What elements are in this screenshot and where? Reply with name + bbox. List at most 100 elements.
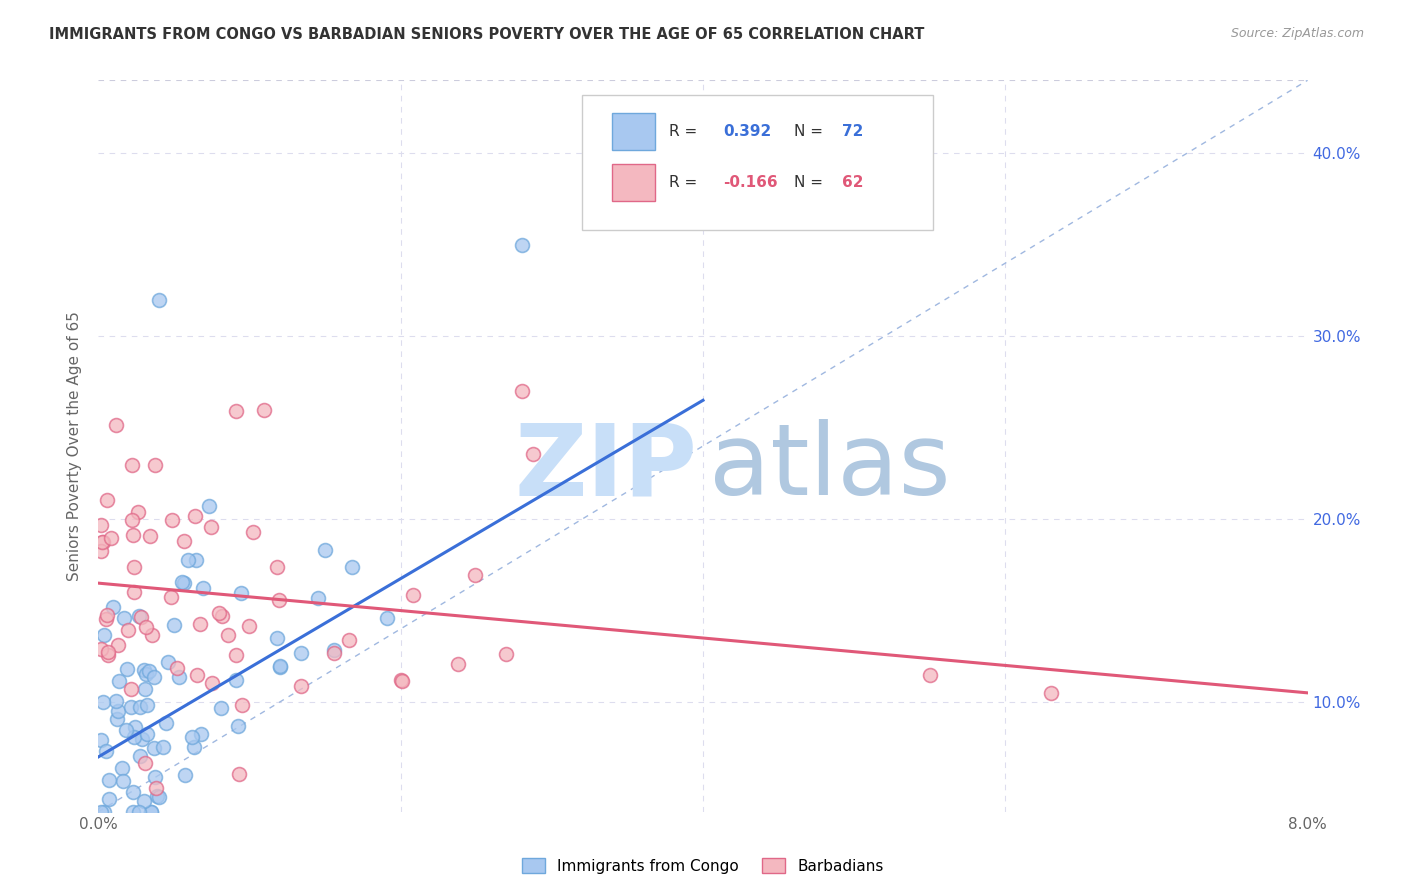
Point bbox=[266, 632, 288, 646]
Point bbox=[1039, 686, 1062, 700]
Point bbox=[128, 749, 150, 764]
Point bbox=[107, 704, 129, 718]
Point bbox=[122, 560, 145, 574]
Point bbox=[217, 628, 239, 642]
Point bbox=[120, 699, 142, 714]
Point bbox=[375, 611, 398, 625]
Point bbox=[290, 647, 312, 661]
Point bbox=[105, 712, 128, 726]
Point bbox=[143, 770, 166, 784]
Point bbox=[128, 608, 150, 623]
Point bbox=[115, 723, 138, 737]
Point bbox=[115, 661, 138, 675]
Point bbox=[183, 508, 205, 523]
Text: atlas: atlas bbox=[709, 419, 950, 516]
Point bbox=[132, 663, 155, 677]
Text: N =: N = bbox=[793, 175, 828, 190]
Point bbox=[402, 588, 425, 602]
Point bbox=[96, 492, 118, 507]
Bar bbox=[613, 113, 655, 150]
Point bbox=[173, 533, 195, 548]
Point bbox=[139, 805, 162, 819]
Point bbox=[225, 673, 247, 688]
Point bbox=[229, 586, 252, 600]
Point bbox=[228, 766, 250, 780]
Point bbox=[111, 774, 134, 789]
Point bbox=[143, 741, 166, 756]
Point bbox=[107, 673, 129, 688]
Point bbox=[290, 680, 312, 694]
Point bbox=[90, 733, 112, 747]
Point bbox=[94, 612, 117, 626]
Point bbox=[253, 403, 276, 417]
Point bbox=[510, 238, 533, 252]
Point bbox=[186, 668, 208, 682]
Point bbox=[211, 700, 233, 714]
Point bbox=[90, 642, 112, 657]
Point bbox=[138, 664, 160, 678]
Point bbox=[183, 740, 205, 755]
Point bbox=[117, 623, 139, 637]
Point bbox=[337, 633, 360, 648]
Point bbox=[93, 628, 115, 642]
Point bbox=[141, 628, 163, 642]
Point bbox=[135, 620, 157, 634]
Text: 62: 62 bbox=[842, 175, 863, 190]
Y-axis label: Seniors Poverty Over the Age of 65: Seniors Poverty Over the Age of 65 bbox=[67, 311, 83, 581]
Point bbox=[111, 761, 134, 775]
Point bbox=[148, 790, 170, 805]
Point bbox=[131, 732, 153, 747]
Point bbox=[121, 528, 143, 542]
Point bbox=[93, 805, 115, 819]
Point bbox=[188, 617, 211, 632]
Legend: Immigrants from Congo, Barbadians: Immigrants from Congo, Barbadians bbox=[516, 852, 890, 880]
Point bbox=[170, 574, 193, 589]
Point bbox=[103, 599, 125, 614]
Text: ZIP: ZIP bbox=[515, 419, 697, 516]
Point bbox=[94, 744, 117, 758]
Point bbox=[122, 584, 145, 599]
Point bbox=[464, 567, 486, 582]
Point bbox=[166, 661, 188, 675]
Point bbox=[156, 655, 179, 669]
Point bbox=[174, 768, 197, 782]
Point bbox=[307, 591, 329, 605]
Point bbox=[314, 542, 336, 557]
Point bbox=[322, 646, 344, 660]
Point bbox=[207, 606, 229, 620]
Point bbox=[226, 718, 249, 732]
Point bbox=[91, 535, 114, 549]
Point bbox=[162, 513, 184, 527]
Point bbox=[139, 805, 162, 819]
Point bbox=[231, 698, 253, 712]
Point bbox=[134, 756, 156, 771]
Point bbox=[145, 781, 167, 796]
Point bbox=[134, 682, 156, 697]
Point bbox=[128, 805, 150, 819]
Point bbox=[225, 648, 247, 663]
Point bbox=[97, 648, 120, 662]
Point bbox=[180, 730, 202, 744]
Point bbox=[121, 512, 143, 526]
Point bbox=[173, 576, 195, 591]
Point bbox=[139, 529, 162, 543]
Point bbox=[184, 552, 207, 566]
Point bbox=[98, 773, 121, 788]
Point bbox=[121, 458, 143, 472]
Point bbox=[100, 532, 122, 546]
Point bbox=[391, 673, 413, 688]
Point bbox=[143, 458, 166, 472]
Point bbox=[152, 740, 174, 755]
Point bbox=[98, 792, 121, 806]
Point bbox=[129, 610, 152, 624]
Point bbox=[918, 667, 941, 681]
Point bbox=[169, 670, 191, 684]
Point bbox=[122, 730, 145, 744]
Point bbox=[90, 517, 112, 532]
Point bbox=[200, 520, 222, 534]
Point bbox=[155, 716, 177, 731]
Point bbox=[132, 794, 155, 808]
Text: Source: ZipAtlas.com: Source: ZipAtlas.com bbox=[1230, 27, 1364, 40]
Point bbox=[112, 611, 135, 625]
Point bbox=[269, 660, 291, 674]
